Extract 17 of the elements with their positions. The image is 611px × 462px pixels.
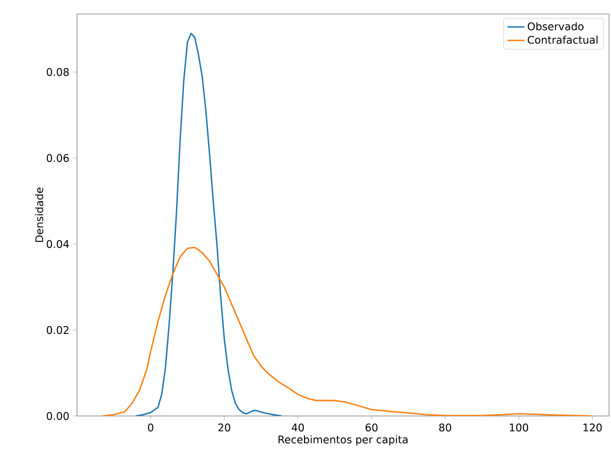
x-tick-label: 40 bbox=[292, 424, 304, 432]
x-tick-label: 0 bbox=[148, 424, 154, 432]
y-tick-label: 0.04 bbox=[46, 240, 69, 248]
y-axis-title: Densidade bbox=[35, 188, 44, 242]
x-axis-title: Recebimentos per capita bbox=[278, 435, 408, 446]
y-tick-label: 0.02 bbox=[46, 326, 68, 334]
y-tick-label: 0.06 bbox=[46, 154, 69, 162]
x-tick-label: 20 bbox=[218, 424, 230, 432]
legend-label: Observado bbox=[528, 22, 584, 30]
y-tick-label: 0.08 bbox=[46, 68, 69, 76]
x-tick-label: 80 bbox=[439, 424, 452, 432]
line-series bbox=[135, 32, 282, 416]
x-tick-label: 60 bbox=[366, 424, 378, 432]
x-tick-label: 120 bbox=[584, 424, 602, 432]
legend-label: Contrafactual bbox=[528, 36, 598, 44]
x-tick-label: 100 bbox=[510, 424, 528, 432]
y-tick-label: 0.00 bbox=[46, 412, 69, 420]
